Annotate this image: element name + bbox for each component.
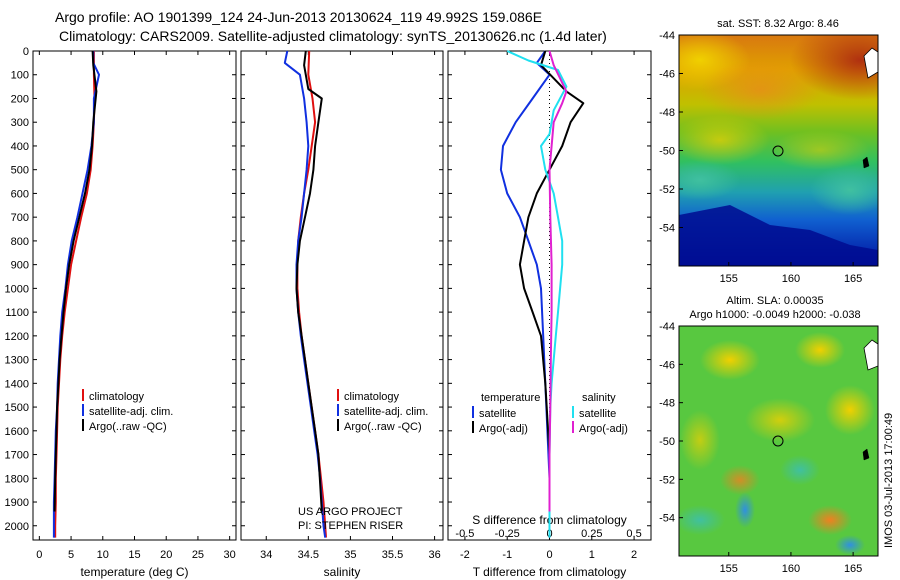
legend-entry: satellite <box>479 408 516 420</box>
sla-map-subtitle: Argo h1000: -0.0049 h2000: -0.038 <box>689 309 860 321</box>
sla-map-image <box>679 326 878 556</box>
x-tick-label: -1 <box>502 549 512 561</box>
legend-entry: climatology <box>344 391 400 403</box>
series-line-argo-raw-qc- <box>53 50 98 512</box>
map-x-tick-label: 155 <box>720 563 738 575</box>
y-tick-label: 1800 <box>5 473 29 485</box>
y-tick-label: 500 <box>11 165 29 177</box>
x-tick-label: 20 <box>160 549 172 561</box>
legend-title-temperature: temperature <box>481 392 540 404</box>
legend-entry: Argo(-adj) <box>579 423 628 435</box>
salinity-panel: 34 34.5 35 35.5 36 salinity climatology satelli… <box>240 50 444 579</box>
map-y-tick-label: -48 <box>659 398 675 410</box>
sla-map-panel: Altim. SLA: 0.00035 Argo h1000: -0.0049 … <box>659 295 895 575</box>
x-tick-label: 25 <box>192 549 204 561</box>
x-tick-label: 2 <box>631 549 637 561</box>
y-tick-label: 1000 <box>5 283 29 295</box>
x-tick-label: 1 <box>589 549 595 561</box>
x-tick-label: 0 <box>546 549 552 561</box>
x-axis-label: temperature (deg C) <box>80 565 188 579</box>
legend-entry: satellite-adj. clim. <box>89 406 173 418</box>
map-y-tick-label: -46 <box>659 359 675 371</box>
legend-entry: satellite-adj. clim. <box>344 406 428 418</box>
sla-side-label: IMOS 03-Jul-2013 17:00:49 <box>883 413 895 548</box>
y-tick-label: 1500 <box>5 402 29 414</box>
series-line-argo-raw-qc- <box>295 50 323 512</box>
map-x-tick-label: 165 <box>844 563 862 575</box>
map-y-tick-label: -44 <box>659 30 675 42</box>
x-tick-label: 34.5 <box>298 549 319 561</box>
y-tick-label: 1300 <box>5 355 29 367</box>
sla-argo-marker <box>772 435 784 447</box>
x-tick-label: 10 <box>97 549 109 561</box>
map-x-tick-label: 165 <box>844 273 862 285</box>
y-tick-label: 0 <box>23 46 29 58</box>
y-tick-label: 1200 <box>5 331 29 343</box>
sst-map-panel: sat. SST: 8.32 Argo: 8.46 155 160 165 -44 -4… <box>659 18 879 285</box>
map-y-tick-label: -50 <box>659 436 675 448</box>
legend-entry: satellite <box>579 408 616 420</box>
map-y-tick-label: -50 <box>659 146 675 158</box>
x-top-tick-label: 0.5 <box>626 528 641 540</box>
y-tick-label: 100 <box>11 70 29 82</box>
x-top-tick-label: 0.25 <box>581 528 602 540</box>
y-tick-label: 1400 <box>5 378 29 390</box>
y-tick-label: 800 <box>11 236 29 248</box>
y-tick-label: 2000 <box>5 521 29 533</box>
map-x-tick-label: 160 <box>782 563 800 575</box>
series-line-argo-adj- <box>518 50 585 512</box>
y-tick-label: 400 <box>11 141 29 153</box>
map-x-tick-label: 160 <box>782 273 800 285</box>
map-y-tick-label: -44 <box>659 321 675 333</box>
difference-panel: -2 -1 0 1 2 T difference from climatology -0.5… <box>447 50 652 579</box>
series-line-satellite <box>506 50 568 538</box>
map-y-tick-label: -54 <box>659 513 675 525</box>
y-tick-label: 1100 <box>5 307 29 319</box>
sla-map-title: Altim. SLA: 0.00035 <box>726 295 823 307</box>
annotation-text: PI: STEPHEN RISER <box>298 520 403 532</box>
y-tick-label: 700 <box>11 212 29 224</box>
y-tick-label: 1600 <box>5 426 29 438</box>
map-x-tick-label: 155 <box>720 273 738 285</box>
legend-entry: climatology <box>89 391 145 403</box>
x-tick-label: 35.5 <box>382 549 403 561</box>
x-tick-label: 5 <box>68 549 74 561</box>
x-top-tick-label: -0.25 <box>495 528 520 540</box>
x-tick-label: 34 <box>260 549 272 561</box>
legend-entry: Argo(..raw -QC) <box>89 421 167 433</box>
x-tick-label: 15 <box>128 549 140 561</box>
panel-frame <box>240 50 444 541</box>
x-tick-label: -2 <box>460 549 470 561</box>
legend-title-salinity: salinity <box>582 392 616 404</box>
x-tick-label: 35 <box>344 549 356 561</box>
y-tick-label: 1900 <box>5 497 29 509</box>
header-line-2: Climatology: CARS2009. Satellite-adjuste… <box>59 28 607 44</box>
series-line-argo-adj- <box>548 50 568 512</box>
y-tick-label: 900 <box>11 260 29 272</box>
annotation-text: US ARGO PROJECT <box>298 506 403 518</box>
map-y-tick-label: -54 <box>659 223 675 235</box>
x-axis-label: salinity <box>324 565 361 579</box>
legend-entry: Argo(..raw -QC) <box>344 421 422 433</box>
y-tick-label: 1700 <box>5 450 29 462</box>
x-axis-label: T difference from climatology <box>473 565 627 579</box>
map-y-tick-label: -52 <box>659 184 675 196</box>
sst-map-title: sat. SST: 8.32 Argo: 8.46 <box>717 18 839 30</box>
temperature-panel: 0100200300400500600700800900100011001200… <box>5 46 237 579</box>
map-y-tick-label: -52 <box>659 474 675 486</box>
y-tick-label: 300 <box>11 117 29 129</box>
legend-entry: Argo(-adj) <box>479 423 528 435</box>
y-tick-label: 200 <box>11 93 29 105</box>
x-top-tick-label: -0.5 <box>455 528 474 540</box>
y-tick-label: 600 <box>11 188 29 200</box>
map-y-tick-label: -48 <box>659 107 675 119</box>
x-tick-label: 0 <box>36 549 42 561</box>
x-tick-label: 30 <box>224 549 236 561</box>
header-line-1: Argo profile: AO 1901399_124 24-Jun-2013… <box>55 9 542 25</box>
sst-map-image <box>679 35 878 266</box>
sst-argo-marker <box>772 145 784 157</box>
x-tick-label: 36 <box>428 549 440 561</box>
map-y-tick-label: -46 <box>659 69 675 81</box>
